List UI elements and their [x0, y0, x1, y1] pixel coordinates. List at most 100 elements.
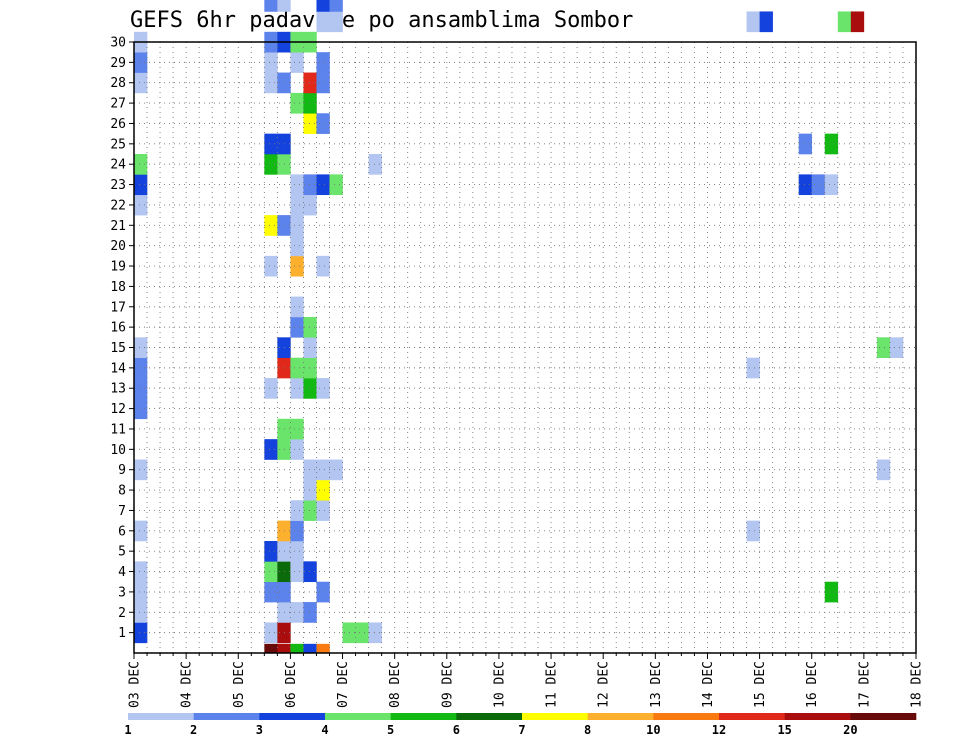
precip-cell-120 — [264, 133, 278, 155]
precip-cell-82 — [876, 337, 891, 358]
precip-cell-108 — [329, 174, 343, 196]
x-tick-label: 03 DEC — [128, 661, 143, 708]
precip-cell-104 — [134, 174, 148, 196]
x-tick-label: 04 DEC — [180, 661, 195, 708]
precip-cell-2 — [290, 643, 304, 654]
colorbar-label: 5 — [387, 723, 394, 737]
precip-cell-72 — [746, 357, 760, 379]
y-tick-label: 18 — [110, 280, 126, 295]
precip-cell-31 — [290, 540, 304, 562]
precip-cell-46 — [316, 479, 330, 501]
colorbar-swatch — [390, 713, 457, 720]
precip-cell-4 — [316, 643, 330, 654]
y-tick-label: 5 — [118, 545, 126, 560]
precip-cell-63 — [290, 378, 304, 399]
precip-cell-133 — [303, 72, 317, 94]
y-tick-label: 30 — [110, 36, 126, 51]
precip-cell-134 — [316, 72, 330, 94]
y-tick-label: 8 — [118, 484, 126, 499]
precip-cell-15 — [290, 602, 304, 623]
colorbar-swatch — [259, 713, 326, 720]
y-tick-label: 9 — [118, 463, 126, 478]
colorbar-label: 8 — [584, 723, 591, 737]
x-tick-label: 08 DEC — [388, 661, 403, 708]
precip-cell-13 — [134, 602, 148, 623]
y-tick-label: 22 — [110, 198, 126, 213]
precip-cell-129 — [303, 92, 317, 114]
colorbar-label: 15 — [777, 723, 791, 737]
precip-cell-156 — [264, 0, 278, 12]
colorbar-swatch — [193, 713, 260, 720]
precip-cell-90 — [290, 255, 304, 277]
x-tick-label: 06 DEC — [284, 661, 299, 708]
precip-cell-1 — [277, 643, 291, 654]
y-tick-label: 16 — [110, 321, 126, 336]
colorbar-label: 6 — [453, 723, 460, 737]
precip-cell-61 — [134, 378, 148, 399]
precip-cell-39 — [316, 500, 330, 521]
y-tick-label: 14 — [110, 361, 126, 376]
precip-cell-37 — [290, 500, 304, 521]
precip-cell-38 — [303, 500, 317, 521]
precip-cell-99 — [303, 194, 317, 216]
colorbar-label: 10 — [646, 723, 660, 737]
precip-cell-95 — [290, 215, 304, 236]
precip-cell-53 — [264, 439, 278, 460]
precip-cell-23 — [824, 581, 839, 603]
x-tick-label: 11 DEC — [545, 661, 560, 708]
x-tick-label: 17 DEC — [857, 661, 872, 708]
precip-cell-151 — [329, 11, 343, 33]
precip-cell-79 — [134, 337, 148, 358]
x-tick-label: 16 DEC — [805, 661, 820, 708]
colorbar-swatch — [653, 713, 720, 720]
precip-cell-107 — [316, 174, 330, 196]
y-tick-label: 7 — [118, 504, 126, 519]
precip-cell-28 — [303, 561, 317, 583]
precip-cell-59 — [134, 398, 148, 420]
colorbar-label: 7 — [518, 723, 525, 737]
precip-cell-0 — [264, 643, 278, 654]
precip-cell-123 — [824, 133, 839, 155]
precip-cell-139 — [134, 52, 148, 73]
colorbar-swatch — [587, 713, 654, 720]
precip-cell-155 — [850, 11, 865, 33]
y-tick-label: 17 — [110, 300, 126, 315]
y-tick-label: 11 — [110, 422, 126, 437]
precip-cell-92 — [290, 235, 304, 257]
precip-cell-71 — [303, 357, 317, 379]
precip-cell-159 — [329, 0, 343, 12]
y-tick-label: 13 — [110, 382, 126, 397]
y-tick-label: 10 — [110, 443, 126, 458]
x-tick-label: 05 DEC — [232, 661, 247, 708]
x-axis: 03 DEC 04 DEC 05 DEC 06 DEC 07 DEC 08 DEC 09 D… — [128, 653, 925, 708]
y-tick-label: 2 — [118, 606, 126, 621]
x-tick-label: 07 DEC — [336, 661, 351, 708]
colorbar-label: 12 — [712, 723, 726, 737]
y-tick-label: 29 — [110, 56, 126, 71]
precip-cell-110 — [811, 174, 826, 196]
x-tick-label: 15 DEC — [753, 661, 768, 708]
y-tick-label: 15 — [110, 341, 126, 356]
precip-cell-55 — [290, 439, 304, 460]
precip-cell-51 — [876, 459, 891, 481]
colorbar-label: 4 — [321, 723, 328, 737]
y-tick-label: 20 — [110, 239, 126, 254]
colorbar-swatch — [325, 713, 391, 720]
precip-cell-97 — [134, 194, 148, 216]
precip-cell-153 — [759, 11, 773, 33]
precip-cell-20 — [264, 581, 278, 603]
precip-cell-47 — [134, 459, 148, 481]
chart-title: GEFS 6hr padavine po ansamblima Sombor — [130, 8, 633, 33]
precip-cell-106 — [303, 174, 317, 196]
precip-cell-62 — [264, 378, 278, 399]
precip-cell-65 — [316, 378, 330, 399]
precip-cell-70 — [290, 357, 304, 379]
precip-cell-150 — [316, 11, 330, 33]
precip-cell-157 — [277, 0, 291, 12]
x-tick-label: 14 DEC — [701, 661, 716, 708]
precip-cell-35 — [746, 520, 760, 542]
precip-cell-117 — [368, 154, 382, 175]
precip-cell-11 — [355, 622, 369, 644]
colorbar-label: 1 — [124, 723, 131, 737]
